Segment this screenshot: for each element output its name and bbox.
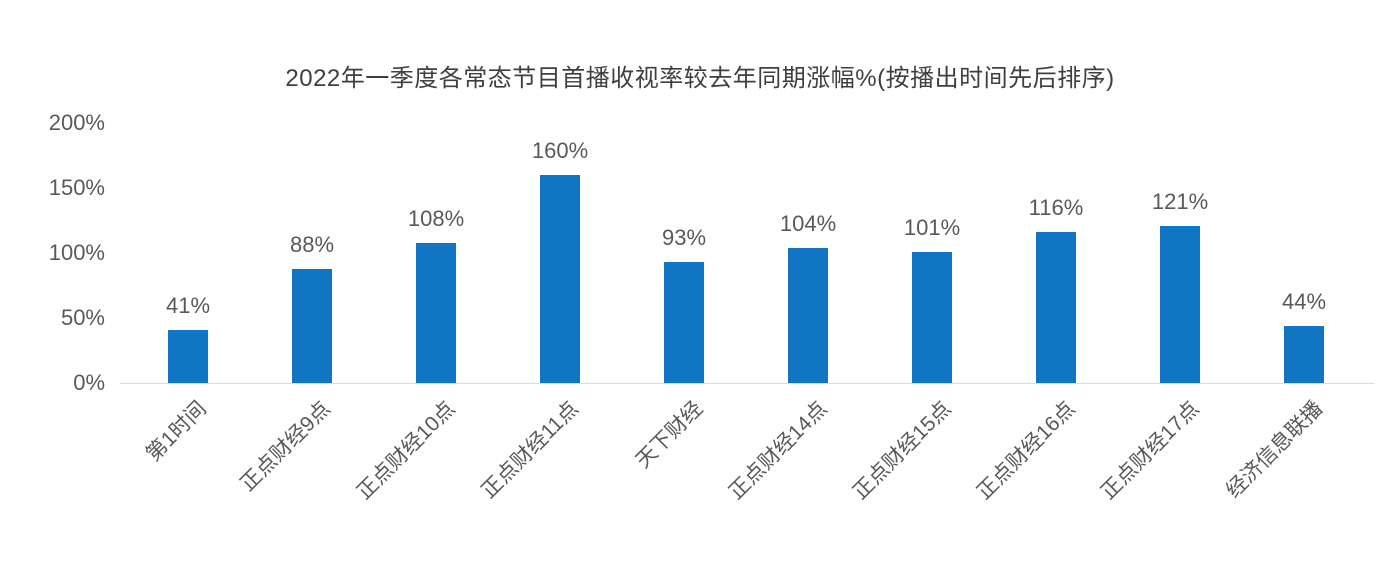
x-axis-label: 正点财经14点 xyxy=(724,397,832,505)
bar-value-label: 101% xyxy=(903,215,961,240)
bar xyxy=(1284,326,1324,383)
bar xyxy=(788,248,828,383)
bar xyxy=(1160,226,1200,383)
x-axis-label: 天下财经 xyxy=(631,397,708,473)
x-axis-label: 正点财经9点 xyxy=(236,397,336,496)
x-axis-label: 正点财经16点 xyxy=(972,397,1080,505)
bar xyxy=(292,269,332,383)
bar-value-label: 108% xyxy=(407,206,465,231)
x-axis-label: 正点财经15点 xyxy=(848,397,956,505)
y-axis-tick-label: 150% xyxy=(48,175,105,200)
y-axis-tick-label: 0% xyxy=(73,370,105,395)
y-axis-tick-label: 50% xyxy=(60,305,105,330)
bar xyxy=(168,330,208,383)
bar-value-label: 160% xyxy=(531,138,589,163)
y-axis-tick-label: 100% xyxy=(48,240,105,265)
x-axis-label: 正点财经10点 xyxy=(352,397,460,505)
bar xyxy=(416,243,456,383)
x-axis-label: 正点财经17点 xyxy=(1096,397,1204,505)
bar-value-label: 104% xyxy=(779,211,837,236)
bar xyxy=(912,252,952,383)
bar-value-label: 116% xyxy=(1028,195,1084,220)
bar-value-label: 93% xyxy=(661,225,707,250)
x-axis-label: 第1时间 xyxy=(142,397,212,467)
y-axis-tick-label: 200% xyxy=(48,110,105,135)
bar-value-label: 121% xyxy=(1151,189,1209,214)
x-axis-label: 经济信息联播 xyxy=(1221,397,1328,503)
chart-title: 2022年一季度各常态节目首播收视率较去年同期涨幅%(按播出时间先后排序) xyxy=(285,65,1115,92)
bar xyxy=(540,175,580,383)
bar xyxy=(664,262,704,383)
x-axis-label: 正点财经11点 xyxy=(477,397,584,503)
x-axis-line xyxy=(120,383,1375,384)
bar-value-label: 44% xyxy=(1281,289,1327,314)
bar-value-label: 41% xyxy=(165,293,211,318)
bar-value-label: 88% xyxy=(289,232,335,257)
bar xyxy=(1036,232,1076,383)
